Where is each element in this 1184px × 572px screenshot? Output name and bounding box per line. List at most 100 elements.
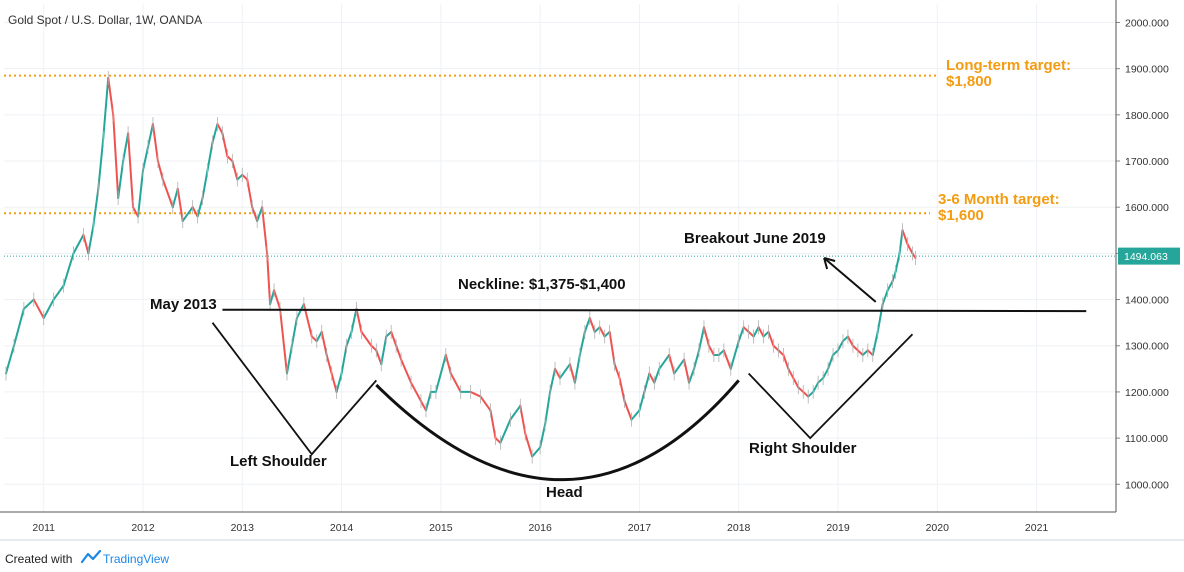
price-segment: [469, 390, 482, 398]
price-segment: [757, 326, 765, 338]
price-segment: [767, 330, 775, 347]
price-segment: [856, 349, 864, 356]
price-segment: [370, 344, 378, 352]
price-segment: [519, 404, 527, 435]
price-segment: [420, 400, 427, 412]
price-segment: [643, 372, 651, 393]
price-segment: [82, 233, 90, 255]
price-segment: [762, 330, 770, 338]
price-segment: [295, 303, 305, 320]
x-tick-2016: 2016: [528, 522, 552, 534]
left-shoulder-label: Left Shoulder: [230, 453, 327, 470]
price-segment: [827, 353, 835, 370]
price-segment: [554, 367, 561, 380]
price-segment: [499, 418, 512, 444]
price-segment: [509, 404, 522, 421]
price-segment: [181, 206, 194, 223]
price-segment: [737, 326, 745, 343]
x-tick-2011: 2011: [32, 522, 55, 534]
price-segment: [698, 326, 705, 352]
price-segment: [290, 317, 298, 347]
y-tick-1900.000: 1900.000: [1125, 64, 1169, 76]
neckline-line: [222, 308, 1087, 313]
right-shoulder-shape: [747, 333, 914, 440]
price-segment: [544, 390, 552, 426]
price-segment: [772, 344, 780, 352]
y-tick-2000.000: 2000.000: [1125, 17, 1169, 29]
price-segment: [742, 326, 750, 333]
price-segment: [593, 326, 601, 333]
price-segment: [62, 252, 75, 287]
price-segment: [618, 377, 626, 403]
price-segment: [269, 289, 276, 306]
price-segment: [613, 363, 621, 380]
price-segment: [876, 303, 884, 333]
price-segment: [449, 372, 462, 393]
price-segment: [568, 363, 576, 384]
chart-title: Gold Spot / U.S. Dollar, 1W, OANDA: [8, 13, 202, 27]
price-segment: [273, 289, 282, 310]
price-segment: [812, 381, 820, 393]
price-segment: [285, 344, 293, 375]
price-segment: [375, 349, 383, 366]
price-segment: [444, 353, 452, 375]
price-segment: [559, 363, 571, 380]
x-tick-2019: 2019: [826, 522, 850, 534]
price-segment: [236, 173, 244, 181]
price-segment: [792, 377, 800, 389]
y-tick-1400.000: 1400.000: [1125, 295, 1169, 307]
price-segment: [380, 335, 388, 366]
price-segment: [494, 437, 502, 444]
price-segment: [137, 169, 144, 218]
price-segment: [87, 224, 95, 255]
price-segment: [345, 330, 353, 347]
neckline-label: Neckline: $1,375-$1,400: [458, 276, 626, 293]
price-segment: [350, 307, 358, 333]
price-segment: [886, 280, 894, 292]
head-label: Head: [546, 484, 583, 501]
price-segment: [112, 113, 120, 199]
price-segment: [266, 252, 272, 306]
y-tick-1700.000: 1700.000: [1125, 156, 1169, 168]
price-segment: [102, 76, 110, 139]
price-segment: [97, 136, 105, 190]
price-segment: [752, 326, 760, 338]
price-segment: [176, 187, 184, 223]
price-segment: [802, 390, 810, 398]
price-segment: [231, 160, 239, 181]
price-segment: [107, 76, 115, 116]
price-segment: [588, 317, 596, 333]
breakout-arrow-head: [823, 257, 836, 270]
y-tick-1300.000: 1300.000: [1125, 341, 1169, 353]
price-segment: [683, 358, 691, 384]
price-segment: [608, 330, 616, 366]
price-segment: [841, 335, 849, 343]
price-segment: [385, 330, 393, 338]
right-shoulder-label: Right Shoulder: [749, 440, 857, 457]
price-segment: [410, 381, 422, 403]
price-segment: [851, 344, 859, 352]
price-segment: [191, 206, 199, 218]
y-tick-1200.000: 1200.000: [1125, 387, 1169, 399]
price-segment: [729, 340, 740, 370]
price-segment: [911, 252, 917, 259]
price-segment: [598, 326, 606, 338]
footer-brand[interactable]: TradingView: [103, 552, 169, 566]
mid-target-value: $1,600: [938, 207, 984, 224]
price-segment: [648, 372, 656, 384]
price-segment: [171, 187, 179, 209]
price-segment: [479, 395, 492, 412]
price-segment: [127, 132, 135, 209]
price-segment: [390, 330, 398, 347]
price-segment: [42, 298, 55, 320]
long-term-target-label: Long-term target:: [946, 57, 1071, 74]
price-segment: [400, 358, 413, 384]
price-segment: [52, 284, 65, 301]
price-segment: [216, 123, 224, 135]
x-tick-2020: 2020: [926, 522, 950, 534]
price-segment: [777, 349, 785, 356]
current-price-tag: 1494.063: [1118, 247, 1180, 265]
price-segment: [906, 243, 914, 255]
price-segment: [92, 187, 100, 227]
